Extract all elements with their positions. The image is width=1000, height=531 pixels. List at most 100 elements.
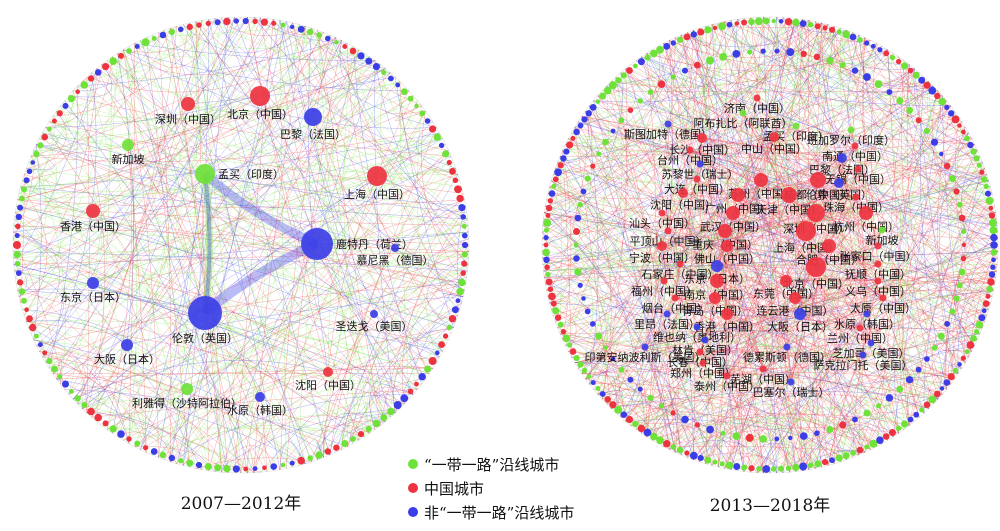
peripheral-node [649, 49, 658, 58]
edge [221, 17, 405, 405]
edge [652, 437, 859, 456]
city-label: 抚顺（中国） [845, 267, 911, 281]
edge [742, 112, 859, 170]
peripheral-node [988, 218, 997, 227]
edge [663, 43, 790, 473]
edge [702, 290, 994, 364]
edge [112, 53, 134, 434]
edge [657, 230, 807, 444]
edge [390, 264, 469, 418]
peripheral-node [870, 43, 876, 49]
edge [682, 192, 817, 268]
edge [646, 26, 835, 437]
edge [240, 16, 359, 61]
edge [756, 218, 997, 473]
edge [20, 100, 418, 188]
peripheral-node [297, 456, 306, 465]
peripheral-node [456, 287, 464, 296]
peripheral-node [625, 415, 634, 424]
edge [589, 383, 853, 458]
edge [610, 81, 676, 453]
edge [704, 280, 787, 341]
peripheral-node [964, 349, 970, 355]
edge [22, 308, 188, 390]
edge [960, 168, 999, 246]
edge [726, 245, 879, 377]
edge [657, 290, 994, 444]
edge [45, 64, 103, 128]
edge [716, 251, 998, 267]
edge [562, 339, 688, 458]
city-marker [721, 240, 733, 252]
peripheral-node [988, 271, 996, 278]
edge [808, 290, 994, 470]
edge [574, 30, 847, 128]
edge [23, 49, 124, 316]
edge [724, 20, 810, 469]
edge [937, 162, 983, 400]
peripheral-nodes-2007-2012 [13, 17, 469, 473]
city-label: 珠海（中国） [823, 200, 889, 214]
peripheral-node [704, 456, 712, 464]
edge [908, 64, 972, 139]
edge [696, 178, 884, 299]
edge [763, 17, 777, 473]
edge [726, 85, 934, 247]
edge [815, 21, 998, 233]
edge [815, 21, 994, 200]
city-marker [710, 274, 724, 288]
edge [776, 362, 966, 474]
edge [164, 30, 222, 473]
edge [956, 186, 991, 328]
city-label: 巴黎（法国） [280, 127, 346, 141]
edge [574, 362, 841, 462]
edge [589, 105, 718, 267]
peripheral-node [896, 97, 904, 105]
edge [808, 212, 996, 470]
edge [33, 339, 418, 390]
edge [574, 313, 868, 363]
edge [589, 371, 617, 414]
edge [742, 112, 868, 315]
peripheral-node [706, 56, 715, 65]
edge [585, 28, 841, 380]
city-label: 香港（中国） [694, 321, 760, 334]
edge [898, 68, 915, 430]
edge [581, 116, 703, 148]
edge [544, 212, 670, 450]
peripheral-node [960, 255, 967, 262]
peripheral-node [877, 47, 883, 53]
edge [544, 212, 879, 265]
city-label: 香港（中国） [60, 220, 126, 233]
edge [840, 424, 865, 462]
edge [140, 173, 206, 450]
edge [16, 205, 466, 285]
edge [260, 17, 318, 245]
edge [625, 68, 972, 352]
edge [562, 81, 929, 151]
edge [549, 186, 955, 380]
edge [802, 19, 925, 414]
peripheral-node [970, 148, 977, 155]
city-marker [806, 257, 826, 277]
peripheral-node [349, 47, 357, 55]
edge [82, 408, 255, 473]
edge [854, 145, 883, 231]
peripheral-node [856, 446, 864, 454]
peripheral-node [991, 257, 996, 263]
edge [680, 34, 777, 473]
edge [601, 90, 939, 93]
legend-marker-belt-road [408, 459, 418, 469]
peripheral-node [56, 110, 63, 117]
edge [33, 56, 370, 340]
peripheral-node [552, 307, 560, 315]
edge [379, 68, 446, 346]
edge [732, 179, 762, 214]
edge [663, 43, 894, 437]
edge [24, 174, 464, 297]
peripheral-node [961, 129, 966, 135]
city-marker [787, 378, 795, 386]
city-label: 芝加哥（美国） [833, 347, 910, 360]
peripheral-node [974, 329, 980, 335]
edge [726, 280, 787, 377]
